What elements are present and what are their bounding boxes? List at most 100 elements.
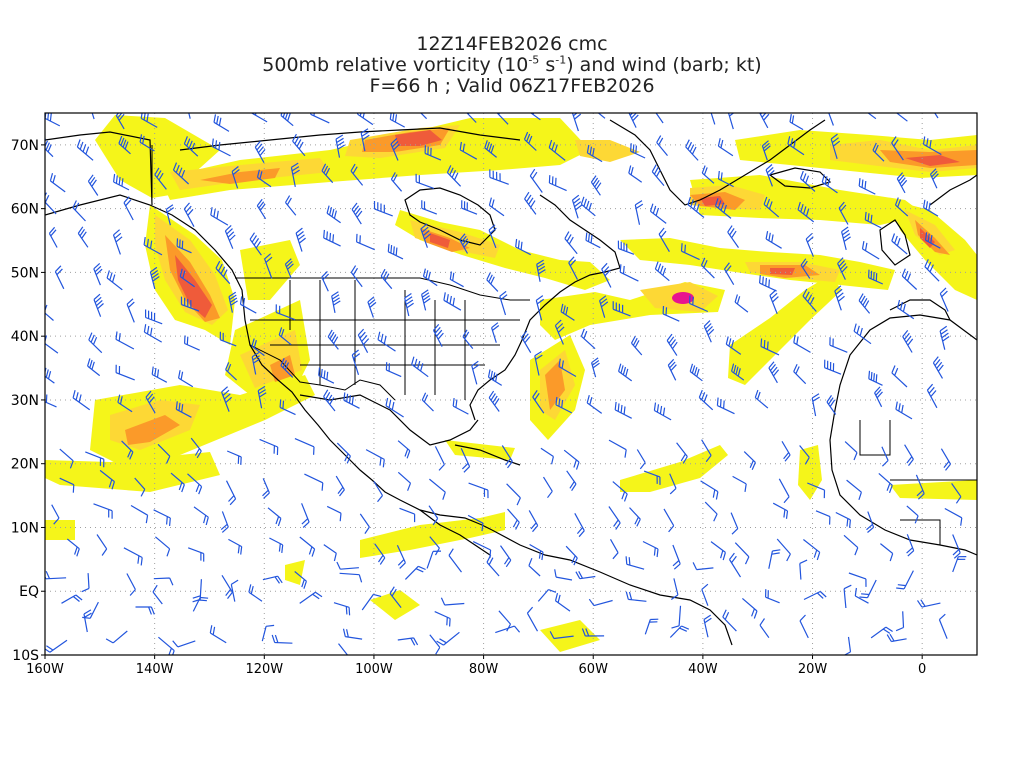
title-field-part1: 500mb relative vorticity (10	[262, 54, 529, 76]
wind-barb	[666, 333, 678, 356]
wind-barb	[723, 262, 735, 286]
coast-hudson-bay	[404, 187, 496, 246]
wind-barb	[248, 584, 263, 602]
wind-barb	[462, 329, 474, 349]
wind-barb	[560, 303, 575, 321]
wind-barb	[178, 370, 194, 388]
wind-barb	[267, 507, 282, 527]
title-valid: F=66 h ; Valid 06Z17FEB2026	[369, 75, 655, 97]
wind-barb	[689, 363, 703, 382]
wind-barb	[778, 478, 790, 504]
wind-barb	[727, 225, 739, 248]
wind-barb	[636, 449, 646, 470]
coast-north-america-east	[469, 194, 621, 421]
wind-barb	[628, 113, 639, 128]
wind-barb	[140, 113, 158, 128]
wind-barb	[421, 289, 431, 311]
wind-barb	[868, 269, 884, 285]
wind-barb	[290, 162, 300, 188]
wind-barb	[339, 572, 363, 583]
wind-barb	[643, 470, 661, 485]
wind-barb	[262, 575, 283, 584]
wind-barb	[256, 198, 267, 220]
wind-barb	[323, 544, 337, 562]
wind-barb	[843, 636, 852, 655]
wind-barb	[484, 140, 497, 158]
wind-barb	[310, 113, 330, 124]
wind-barb	[722, 609, 737, 632]
plot-frame	[44, 112, 978, 656]
wind-barb	[688, 295, 709, 313]
wind-barb	[669, 473, 677, 495]
wind-barb	[870, 626, 893, 639]
wind-barb	[670, 578, 679, 600]
wind-barb	[843, 584, 852, 609]
wind-barb	[585, 232, 601, 249]
wind-barb	[187, 547, 205, 562]
wind-barb	[730, 512, 739, 535]
wind-barb	[126, 298, 135, 323]
wind-barb	[51, 504, 60, 525]
wind-barb	[459, 141, 478, 160]
wind-barb	[571, 113, 582, 132]
wind-barb	[528, 557, 541, 577]
wind-barb	[676, 442, 688, 464]
wind-barb	[123, 547, 143, 566]
wind-barb	[292, 133, 306, 157]
wind-barb	[803, 590, 827, 601]
political-borders	[151, 145, 977, 545]
wind-barb	[765, 230, 782, 249]
coastlines	[45, 119, 977, 646]
lat-tick-label: 40N	[11, 329, 39, 345]
wind-barb	[725, 336, 742, 355]
wind-barb	[215, 260, 231, 285]
coast-british-isles	[879, 219, 911, 266]
coast-north-america-west	[45, 194, 493, 531]
wind-barb	[356, 233, 375, 251]
wind-barb	[769, 289, 779, 315]
wind-barb	[87, 174, 99, 196]
wind-barb	[318, 367, 335, 384]
wind-barb	[554, 319, 565, 345]
wind-barb	[350, 265, 363, 288]
wind-barb	[653, 402, 672, 421]
wind-barb	[261, 624, 275, 642]
wind-barb	[85, 451, 105, 468]
wind-barb	[323, 229, 341, 247]
wind-barb	[728, 552, 742, 578]
wind-barb	[951, 483, 962, 504]
wind-barb	[411, 356, 429, 378]
wind-barb	[271, 634, 293, 644]
wind-barb	[113, 173, 130, 191]
wind-barb	[868, 370, 883, 386]
wind-barb	[858, 178, 876, 195]
wind-barb	[772, 502, 789, 519]
wind-barb	[609, 539, 619, 560]
wind-barb	[891, 233, 908, 255]
wind-barb	[939, 325, 950, 350]
wind-barb	[834, 285, 845, 311]
coast-gulf	[299, 394, 479, 446]
wind-barb	[906, 534, 915, 557]
wind-barb	[698, 389, 714, 411]
wind-barb	[434, 446, 445, 471]
wind-barb	[630, 335, 643, 356]
wind-barb	[77, 226, 89, 248]
wind-barb	[380, 268, 393, 290]
wind-barb	[793, 334, 811, 353]
wind-barb	[846, 479, 862, 500]
wind-barb	[422, 268, 438, 287]
wind-barb	[700, 257, 715, 279]
wind-barb	[184, 335, 200, 351]
wind-barb	[112, 229, 123, 255]
wind-barb	[558, 358, 577, 378]
wind-barb	[506, 483, 521, 506]
wind-barb	[759, 113, 770, 129]
wind-barb	[886, 633, 907, 643]
wind-barb	[830, 133, 841, 159]
lon-tick-label: 0	[918, 662, 926, 677]
wind-barb	[54, 265, 65, 290]
wind-barb	[460, 447, 471, 473]
wind-barb	[428, 505, 439, 526]
wind-barb	[878, 472, 893, 494]
